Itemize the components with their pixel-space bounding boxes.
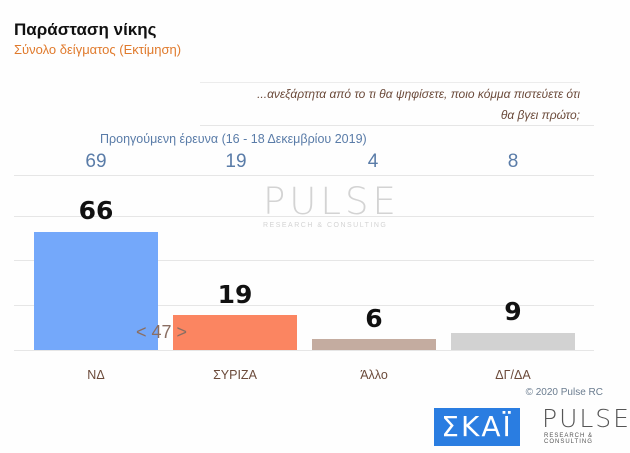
skai-logo: ΣΚΑΪ bbox=[434, 408, 520, 446]
copyright: © 2020 Pulse RC bbox=[525, 387, 603, 398]
previous-value-nd: 69 bbox=[85, 151, 107, 172]
previous-value-undecided: 8 bbox=[507, 151, 519, 172]
chart-subtitle: Σύνολο δείγματος (Εκτίμηση) bbox=[14, 42, 182, 57]
question-line-1: ...ανεξάρτητα από το τι θα ψηφίσετε, ποι… bbox=[257, 87, 580, 101]
category-syriza: ΣΥΡΙΖΑ bbox=[213, 368, 257, 382]
question-line-2: θα βγει πρώτο; bbox=[500, 108, 580, 122]
value-other: 6 bbox=[365, 304, 383, 333]
pulse-logo: PULSE RESEARCH & CONSULTING bbox=[528, 404, 630, 446]
value-nd: 66 bbox=[78, 196, 114, 225]
category-other: Άλλο bbox=[360, 368, 388, 382]
previous-value-syriza: 19 bbox=[225, 151, 247, 172]
category-undecided: ΔΓ/ΔΑ bbox=[495, 368, 531, 382]
gridline bbox=[14, 350, 594, 351]
pulse-logo-text: PULSE bbox=[542, 404, 630, 433]
bar-syriza bbox=[173, 315, 297, 350]
category-nd: ΝΔ bbox=[87, 368, 105, 382]
bar-undecided bbox=[451, 333, 575, 350]
gridline bbox=[14, 305, 594, 306]
bar-nd bbox=[34, 232, 158, 350]
lead-difference: < 47 > bbox=[136, 322, 188, 342]
survey-question: ...ανεξάρτητα από το τι θα ψηφίσετε, ποι… bbox=[257, 84, 580, 126]
pulse-watermark: PULSE RESEARCH & CONSULTING bbox=[235, 180, 400, 230]
gridline bbox=[14, 175, 594, 176]
gridline bbox=[14, 216, 594, 217]
previous-survey-label: Προηγούμενη έρευνα (16 - 18 Δεκεμβρίου 2… bbox=[100, 132, 367, 146]
pulse-logo-subtext: RESEARCH & CONSULTING bbox=[544, 433, 594, 445]
divider bbox=[200, 82, 580, 83]
chart-title: Παράσταση νίκης bbox=[14, 20, 157, 39]
watermark-subtext: RESEARCH & CONSULTING bbox=[263, 222, 388, 229]
bar-other bbox=[312, 339, 436, 350]
gridline bbox=[200, 125, 594, 126]
value-undecided: 9 bbox=[504, 297, 522, 326]
watermark-text: PULSE bbox=[263, 180, 400, 223]
previous-value-other: 4 bbox=[367, 151, 379, 172]
gridline bbox=[14, 260, 594, 261]
value-syriza: 19 bbox=[217, 280, 253, 309]
